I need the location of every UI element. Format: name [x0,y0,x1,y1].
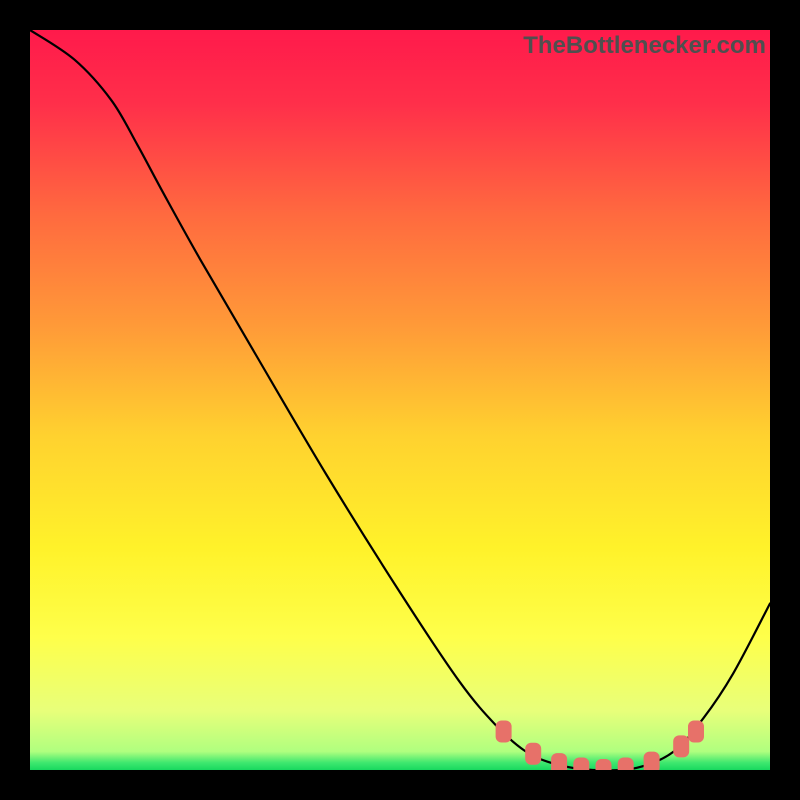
curve-svg [30,30,770,770]
marker-point [673,735,689,757]
chart-frame: TheBottlenecker.com [0,0,800,800]
bottleneck-curve [30,30,770,770]
marker-point [496,721,512,743]
marker-point [573,758,589,770]
marker-point [618,758,634,770]
marker-point [596,759,612,770]
marker-point [551,753,567,770]
marker-point [688,721,704,743]
plot-area: TheBottlenecker.com [30,30,770,770]
marker-point [644,752,660,770]
watermark-text: TheBottlenecker.com [523,32,766,60]
marker-point [525,743,541,765]
